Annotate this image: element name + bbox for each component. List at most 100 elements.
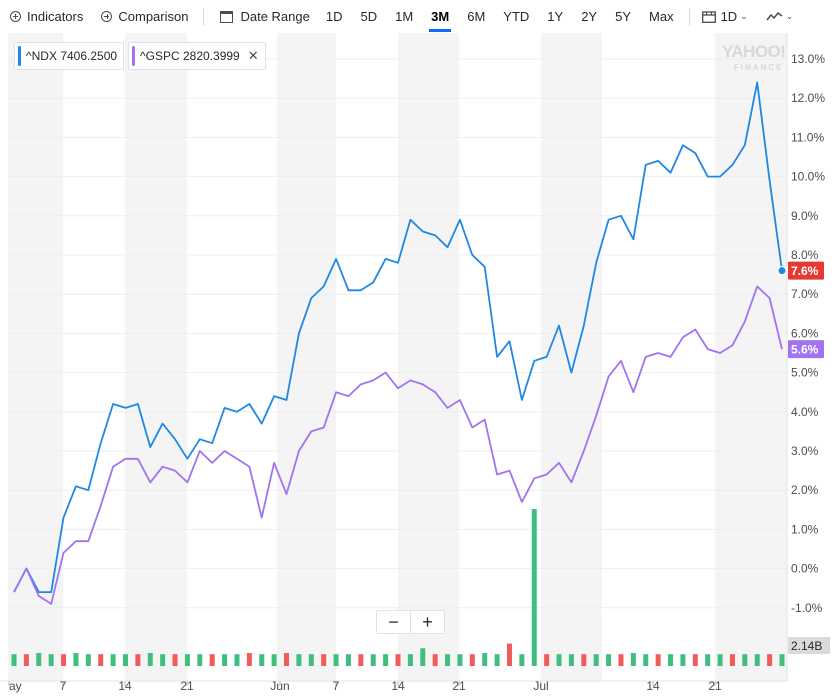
volume-bar (85, 654, 91, 666)
volume-bar (655, 654, 661, 666)
interval-dropdown[interactable]: 1D ⌄ (701, 0, 748, 33)
x-tick-label: 14 (118, 679, 132, 693)
volume-bar (606, 654, 612, 666)
comparison-button[interactable]: Comparison (101, 0, 188, 33)
range-button-5d[interactable]: 5D (360, 9, 378, 24)
zoom-out-button[interactable]: − (388, 612, 399, 632)
range-button-3m[interactable]: 3M (422, 0, 458, 33)
volume-bar (643, 654, 649, 666)
chevron-down-icon: ⌄ (740, 11, 748, 21)
volume-bar (754, 654, 760, 666)
volume-bar (568, 654, 574, 666)
range-button-1m[interactable]: 1M (395, 9, 414, 24)
shaded-period-band (541, 33, 602, 681)
volume-bar (36, 653, 42, 666)
volume-bar (630, 653, 636, 666)
y-tick-label: 10.0% (791, 170, 825, 184)
interval-label: 1D (720, 9, 738, 24)
indicators-button[interactable]: Indicators (10, 0, 83, 33)
range-button-6m[interactable]: 6M (467, 9, 486, 24)
y-tick-label: 2.0% (791, 483, 819, 497)
volume-bar (160, 654, 166, 666)
legend-symbol: ^NDX (26, 49, 57, 63)
date-range-label: Date Range (240, 9, 310, 24)
last-value-badge (788, 340, 824, 359)
x-tick-label: 7 (60, 679, 67, 693)
toolbar-divider (203, 7, 205, 26)
y-tick-label: 12.0% (791, 91, 825, 105)
x-tick-label: 7 (333, 679, 340, 693)
range-button-1y[interactable]: 1Y (547, 9, 564, 24)
volume-bar (284, 653, 290, 666)
candlestick-icon (701, 10, 716, 23)
volume-bar (246, 653, 252, 666)
volume-bar (197, 654, 203, 666)
volume-bar (717, 654, 723, 666)
last-value-label: 5.6% (791, 343, 819, 357)
range-button-1d[interactable]: 1D (325, 9, 343, 24)
legend-gspc[interactable]: ^GSPC 2820.3999 ✕ (128, 42, 266, 70)
volume-bar (383, 654, 389, 666)
range-button-5y[interactable]: 5Y (615, 9, 632, 24)
shaded-period-band (125, 33, 187, 681)
volume-bar (345, 654, 351, 666)
x-tick-label: Jun (270, 679, 289, 693)
x-tick-label: 21 (708, 679, 722, 693)
comparison-label: Comparison (118, 9, 189, 24)
volume-bar (271, 654, 277, 666)
volume-bar (135, 654, 141, 666)
zoom-in-button[interactable]: + (422, 612, 433, 632)
volume-bar (407, 654, 413, 666)
volume-bar (308, 654, 314, 666)
volume-bar (680, 654, 686, 666)
range-button-ytd[interactable]: YTD (503, 9, 530, 24)
y-tick-label: 9.0% (791, 209, 819, 223)
chart-type-dropdown[interactable]: ⌄ (766, 0, 793, 33)
x-tick-label: Jul (533, 679, 548, 693)
volume-bar (23, 654, 29, 666)
volume-bar (742, 654, 748, 666)
y-tick-label: 6.0% (791, 326, 819, 340)
y-tick-label: 11.0% (791, 130, 824, 144)
y-tick-label: 7.0% (791, 287, 819, 301)
volume-bar (209, 654, 215, 666)
y-tick-label: 13.0% (791, 52, 825, 66)
x-tick-label: 21 (180, 679, 194, 693)
x-tick-label: 14 (391, 679, 405, 693)
volume-bar (321, 654, 327, 666)
volume-bar (779, 654, 785, 666)
range-button-2y[interactable]: 2Y (581, 9, 598, 24)
volume-bar (445, 654, 451, 666)
indicators-label: Indicators (27, 9, 84, 24)
series-color-swatch (18, 46, 21, 66)
volume-bar (172, 654, 178, 666)
legend-ndx[interactable]: ^NDX 7406.2500 (14, 42, 125, 70)
volume-bar (729, 654, 735, 666)
volume-label: 2.14B (791, 639, 822, 653)
range-button-max[interactable]: Max (649, 9, 674, 24)
shaded-period-band (398, 33, 459, 681)
volume-bar (556, 654, 562, 666)
volume-bar (494, 654, 500, 666)
shaded-period-band (8, 33, 63, 681)
close-icon[interactable]: ✕ (247, 48, 259, 63)
volume-bar (531, 509, 537, 666)
toolbar-divider (688, 7, 690, 26)
volume-bar (370, 654, 376, 666)
y-tick-label: 8.0% (791, 248, 819, 262)
legend-symbol: ^GSPC (140, 49, 180, 63)
volume-bar (395, 654, 401, 666)
volume-bar (593, 654, 599, 666)
volume-bar (358, 654, 364, 666)
date-range-button[interactable]: Date Range (220, 0, 310, 33)
add-circle-icon (10, 11, 21, 22)
last-value-label: 7.6% (791, 264, 819, 278)
chart-plot[interactable]: 13.0% 12.0% 11.0% 10.0% 9.0% 8.0% 7.0% 6.0% 5.0%… (0, 33, 834, 695)
legend-value: 7406.2500 (60, 49, 118, 63)
zoom-divider (410, 611, 411, 633)
volume-bar (259, 654, 265, 666)
x-tick-label: 14 (646, 679, 660, 693)
volume-bar (767, 654, 773, 666)
series-color-swatch (132, 46, 135, 66)
volume-bar (222, 654, 228, 666)
